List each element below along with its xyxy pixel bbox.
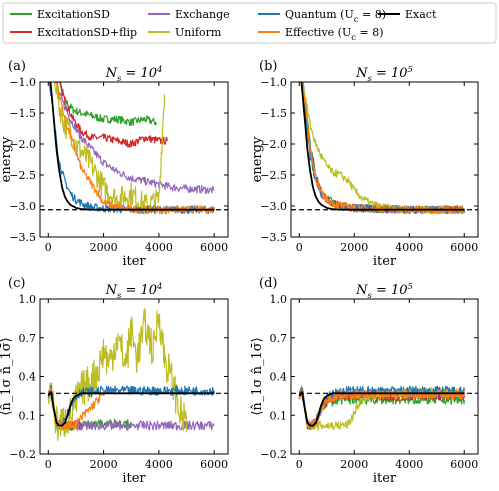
panel-label: (d) bbox=[259, 276, 277, 291]
panel-title: Ns​ = 104​ bbox=[105, 282, 163, 301]
legend-label-4: Quantum (Uc​ = 8) bbox=[285, 8, 386, 25]
x-tick-label: 4000 bbox=[145, 241, 173, 254]
x-tick-label: 4000 bbox=[395, 241, 423, 254]
panel-title: Ns​ = 105​ bbox=[355, 65, 413, 84]
x-tick-label: 6000 bbox=[200, 458, 228, 471]
series-line-excitationsd bbox=[302, 82, 465, 215]
panel-a: 0 2000 4000 6000 −3.5 −3.0 −2.5 −2.0 −1.5 −1.0 ite… bbox=[0, 59, 229, 269]
x-tick-label: 6000 bbox=[450, 458, 478, 471]
legend-label-1: ExcitationSD+flip bbox=[37, 26, 137, 39]
series-line-exchange bbox=[54, 82, 215, 195]
x-tick-label: 0 bbox=[45, 241, 52, 254]
panel-b: 0 2000 4000 6000 −3.5 −3.0 −2.5 −2.0 −1.5 −1.0 ite… bbox=[250, 59, 479, 269]
panel-title: Ns​ = 104​ bbox=[105, 65, 163, 84]
panel-d: 0 2000 4000 6000 −0.2 0.1 0.4 0.7 1.0 iter ⟨n̂_1σ … bbox=[250, 276, 479, 486]
y-tick-label: 1.0 bbox=[270, 293, 288, 306]
y-tick-label: 0.7 bbox=[19, 332, 37, 345]
x-axis-label: iter bbox=[373, 254, 397, 269]
y-tick-label: −2.5 bbox=[260, 169, 287, 182]
legend-label-6: Exact bbox=[405, 8, 437, 21]
legend-frame bbox=[2, 2, 497, 44]
series-line-effective-u-c-8- bbox=[55, 82, 215, 215]
y-axis-label: energy bbox=[0, 136, 14, 182]
y-tick-label: 0.7 bbox=[270, 332, 288, 345]
series-line-excitationsd-flip bbox=[57, 82, 168, 148]
y-tick-label: −3.5 bbox=[9, 231, 36, 244]
x-tick-label: 0 bbox=[296, 241, 303, 254]
y-tick-label: −1.5 bbox=[260, 107, 287, 120]
y-tick-label: −1.0 bbox=[9, 76, 36, 89]
panel-label: (a) bbox=[8, 59, 26, 74]
x-tick-label: 0 bbox=[296, 458, 303, 471]
y-tick-label: 1.0 bbox=[19, 293, 37, 306]
y-axis-label: ⟨n̂_1σ n̂_1σ̄⟩ bbox=[250, 337, 265, 415]
y-tick-label: −3.0 bbox=[260, 200, 287, 213]
y-tick-label: −0.2 bbox=[260, 448, 287, 461]
y-tick-label: −3.0 bbox=[9, 200, 36, 213]
x-axis-label: iter bbox=[373, 471, 397, 486]
axes-frame bbox=[39, 81, 229, 238]
y-axis-label: ⟨n̂_1σ n̂_1σ̄⟩ bbox=[0, 337, 14, 415]
axes-frame bbox=[290, 81, 479, 238]
x-axis-label: iter bbox=[122, 471, 146, 486]
plot-area bbox=[40, 82, 228, 215]
series-line-uniform bbox=[47, 308, 188, 442]
panel-label: (c) bbox=[8, 276, 25, 291]
plot-area bbox=[291, 82, 478, 215]
series-line-excitationsd bbox=[59, 82, 157, 127]
axes-frame bbox=[290, 298, 479, 455]
panel-label: (b) bbox=[259, 59, 277, 74]
y-tick-label: 0.4 bbox=[270, 371, 288, 384]
y-tick-label: 0.4 bbox=[19, 371, 37, 384]
x-tick-label: 2000 bbox=[340, 241, 368, 254]
x-tick-label: 2000 bbox=[90, 241, 118, 254]
legend: ExcitationSD ExcitationSD+flip Exchange Uni… bbox=[2, 2, 497, 44]
legend-label-2: Exchange bbox=[175, 8, 230, 21]
legend-label-0: ExcitationSD bbox=[37, 8, 110, 21]
panel-title: Ns​ = 105​ bbox=[355, 282, 413, 301]
y-tick-label: −3.5 bbox=[260, 231, 287, 244]
legend-label-3: Uniform bbox=[175, 26, 222, 39]
y-tick-label: −1.5 bbox=[9, 107, 36, 120]
x-tick-label: 2000 bbox=[340, 458, 368, 471]
x-tick-label: 6000 bbox=[200, 241, 228, 254]
x-tick-label: 2000 bbox=[90, 458, 118, 471]
y-tick-label: 0.1 bbox=[270, 409, 288, 422]
series-line-uniform bbox=[301, 82, 465, 214]
y-tick-label: −2.0 bbox=[260, 138, 287, 151]
y-tick-label: −0.2 bbox=[9, 448, 36, 461]
legend-label-5: Effective (Uc​ = 8) bbox=[285, 26, 384, 43]
plot-area bbox=[40, 308, 228, 442]
y-tick-label: −2.0 bbox=[9, 138, 36, 151]
y-tick-label: −2.5 bbox=[9, 169, 36, 182]
y-tick-label: 0.1 bbox=[19, 409, 37, 422]
x-tick-label: 6000 bbox=[450, 241, 478, 254]
panel-c: 0 2000 4000 6000 −0.2 0.1 0.4 0.7 1.0 iter ⟨n̂_1σ … bbox=[0, 276, 229, 486]
y-tick-label: −1.0 bbox=[260, 76, 287, 89]
x-tick-label: 4000 bbox=[395, 458, 423, 471]
x-tick-label: 4000 bbox=[145, 458, 173, 471]
x-axis-label: iter bbox=[122, 254, 146, 269]
series-line-exchange bbox=[47, 389, 215, 431]
y-axis-label: energy bbox=[250, 136, 265, 182]
x-tick-label: 0 bbox=[45, 458, 52, 471]
series-line-uniform bbox=[54, 82, 165, 215]
plot-area bbox=[291, 385, 478, 431]
